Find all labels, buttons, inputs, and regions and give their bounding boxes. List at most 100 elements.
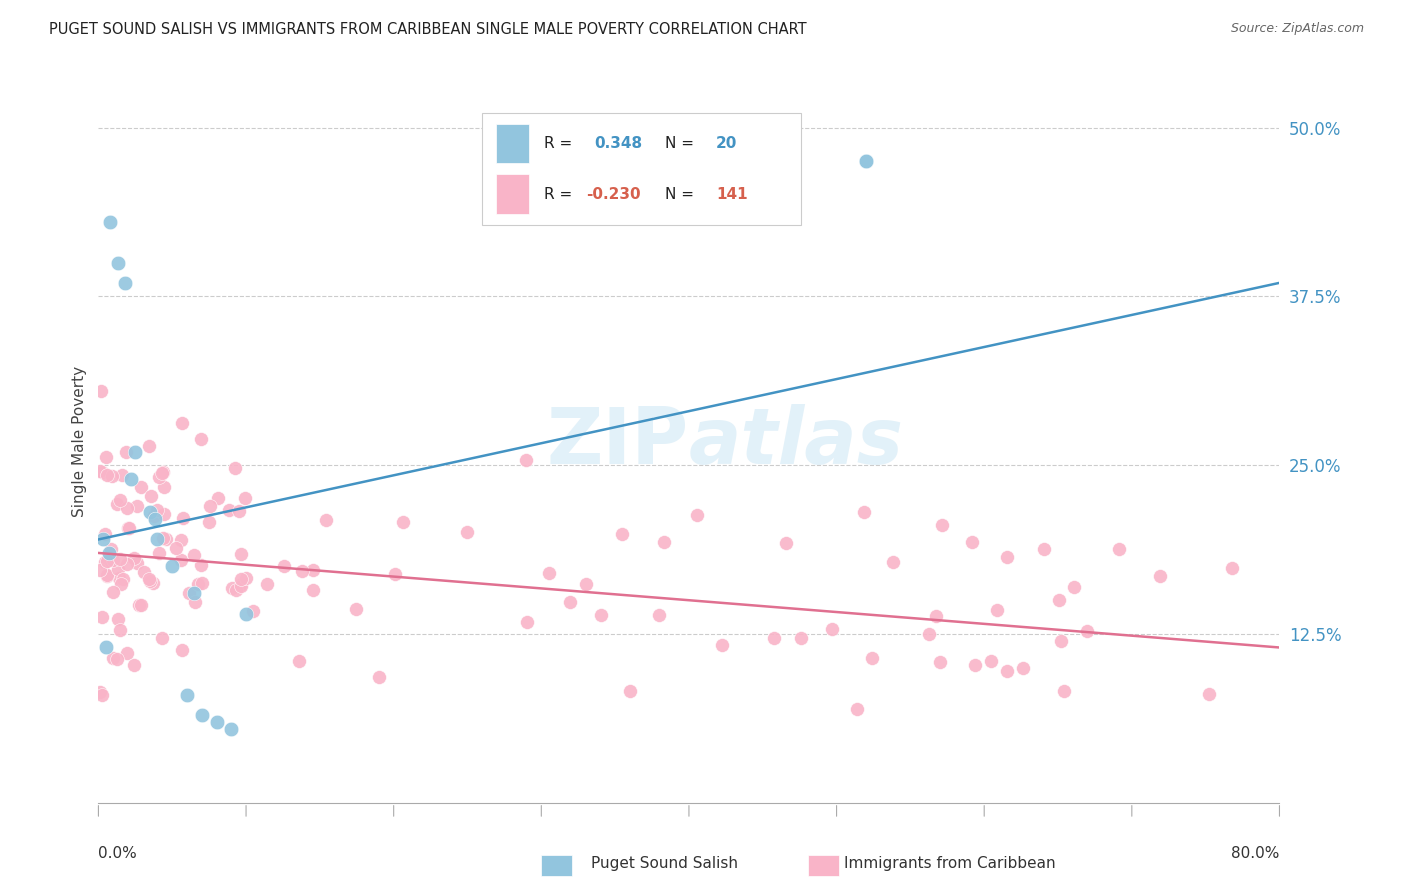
Point [183,594,205,608]
Point [152,480,174,494]
Point [122,657,145,672]
Point [515,615,537,629]
Point [775,536,797,550]
Point [139,574,162,588]
Point [148,469,170,483]
Point [1033,542,1056,557]
Point [918,627,941,641]
Point [183,548,205,562]
Point [91,689,114,703]
Point [291,564,314,578]
Point [221,581,243,595]
Point [190,558,212,572]
Point [91,465,114,479]
Point [115,646,138,660]
Text: N =: N = [665,136,699,151]
Point [855,154,877,169]
Text: Source: ZipAtlas.com: Source: ZipAtlas.com [1230,22,1364,36]
Point [115,444,138,458]
Point [1063,580,1085,594]
Point [89,563,111,577]
Point [89,464,111,478]
Point [172,510,194,524]
Point [124,444,146,458]
Point [183,586,205,600]
Point [139,489,162,503]
Point [1198,686,1220,700]
Point [1076,624,1098,638]
Text: atlas: atlas [689,403,904,480]
Text: N =: N = [665,186,699,202]
Point [176,688,198,702]
Point [986,603,1008,617]
Point [256,576,278,591]
Point [112,572,135,586]
Point [108,623,131,637]
Point [107,612,129,626]
Point [94,555,117,569]
Point [610,526,633,541]
Point [367,670,389,684]
Text: 0.0%: 0.0% [98,847,138,861]
Text: 80.0%: 80.0% [1232,847,1279,861]
Point [855,154,877,169]
Point [101,553,124,567]
Point [288,654,311,668]
Point [821,623,844,637]
Point [117,521,139,535]
Y-axis label: Single Male Poverty: Single Male Poverty [72,366,87,517]
Text: 141: 141 [716,186,748,202]
Point [89,684,111,698]
Point [142,509,165,524]
Point [575,576,598,591]
Point [110,576,132,591]
Point [98,215,121,229]
Point [125,557,148,571]
Point [1220,561,1243,575]
Point [96,467,118,482]
Point [146,533,169,547]
FancyBboxPatch shape [482,112,801,225]
Point [191,575,214,590]
Point [138,572,160,586]
Point [273,558,295,573]
Point [198,499,221,513]
Point [134,566,156,580]
Point [165,541,187,556]
Point [94,527,117,541]
Point [150,632,173,646]
Point [205,714,228,729]
Point [391,515,413,529]
Point [882,556,904,570]
Point [108,492,131,507]
Point [139,505,162,519]
Point [315,513,337,527]
Point [169,553,191,567]
Point [117,557,139,571]
Point [860,651,883,665]
Text: R =: R = [544,186,576,202]
Point [103,651,125,665]
Point [107,562,129,576]
Point [143,512,166,526]
Point [231,579,253,593]
Point [111,467,134,482]
Point [538,566,561,580]
Point [225,583,247,598]
Point [190,432,212,446]
Point [96,568,118,582]
Point [980,654,1002,668]
Point [1052,684,1074,698]
Point [931,517,953,532]
Point [96,554,118,568]
Point [115,501,138,516]
Point [591,607,613,622]
Point [187,576,209,591]
Point [131,480,153,494]
Point [142,575,165,590]
Point [101,469,124,483]
Point [1047,592,1070,607]
Text: PUGET SOUND SALISH VS IMMIGRANTS FROM CARIBBEAN SINGLE MALE POVERTY CORRELATION : PUGET SOUND SALISH VS IMMIGRANTS FROM CA… [49,22,807,37]
Point [1108,541,1130,556]
Point [155,532,177,546]
